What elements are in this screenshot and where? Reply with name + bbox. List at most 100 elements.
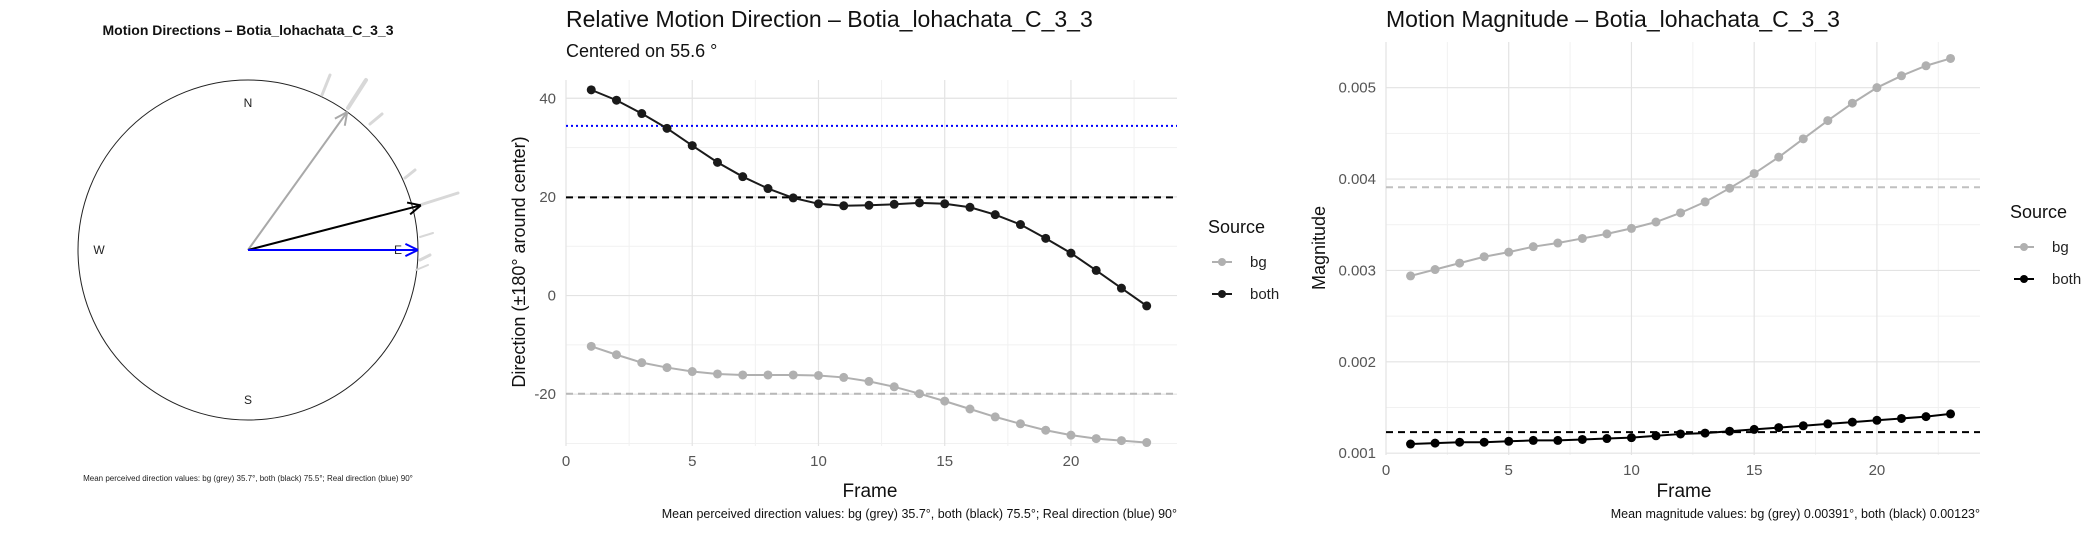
series-point-bg [1896, 71, 1906, 81]
series-point-both [839, 201, 849, 211]
magnitude-title: Motion Magnitude – Botia_lohachata_C_3_3 [1386, 6, 1840, 32]
series-point-both [1406, 439, 1416, 449]
series-point-bg [687, 367, 697, 377]
series-point-both [1430, 438, 1440, 448]
vector-real-head-0 [404, 249, 419, 257]
legend-both-marker [1218, 290, 1226, 298]
y-tick-label: 0.002 [1338, 354, 1376, 371]
magnitude-xlabel: Frame [1657, 481, 1712, 502]
y-tick-label: 0.004 [1338, 171, 1376, 188]
series-point-both [662, 123, 672, 133]
series-point-both [611, 95, 621, 105]
legend-both-label: both [1250, 286, 1279, 303]
series-point-bg [914, 389, 924, 399]
direction-vectors [247, 111, 422, 257]
series-point-bg [1041, 425, 1051, 435]
vector-real-head-1 [404, 243, 419, 251]
x-tick-label: 5 [1505, 462, 1513, 479]
x-tick-label: 10 [1623, 462, 1640, 479]
y-tick-label: 40 [539, 90, 556, 107]
series-point-bg [1749, 169, 1759, 179]
series-point-both [1823, 419, 1833, 429]
series-point-bg [1577, 233, 1587, 243]
vector-bg [247, 111, 349, 251]
x-tick-label: 20 [1869, 462, 1886, 479]
series-point-bg [1528, 242, 1538, 252]
y-tick-label: -20 [534, 386, 556, 403]
direction-legend-title: Source [1208, 217, 1265, 237]
series-point-bg [1479, 252, 1489, 262]
x-tick-label: 20 [1063, 453, 1080, 470]
series-point-bg [1676, 208, 1686, 218]
legend-bg-label: bg [2052, 239, 2069, 256]
series-point-both [1725, 426, 1735, 436]
magnitude-legend-title: Source [2010, 202, 2067, 222]
series-point-both [788, 193, 798, 203]
series-line-bg [1410, 57, 1951, 277]
series-point-both [1946, 409, 1956, 419]
polar-footnote: Mean perceived direction values: bg (gre… [83, 474, 413, 483]
series-point-bg [586, 341, 596, 351]
series-point-bg [1455, 258, 1465, 268]
y-tick-label: 0.005 [1338, 80, 1376, 97]
series-point-bg [637, 358, 647, 368]
compass-w: W [93, 243, 105, 257]
series-point-bg [1091, 434, 1101, 444]
series-point-both [1142, 301, 1152, 311]
x-tick-label: 5 [688, 453, 696, 470]
series-point-bg [965, 404, 975, 414]
series-point-both [1116, 283, 1126, 293]
series-point-bg [1430, 265, 1440, 275]
magnitude-footnote: Mean magnitude values: bg (grey) 0.00391… [1611, 507, 1980, 521]
series-point-bg [1921, 61, 1931, 71]
legend-bg-label: bg [1250, 254, 1267, 271]
series-point-both [965, 202, 975, 212]
series-point-both [889, 199, 899, 209]
series-point-bg [1823, 116, 1833, 126]
compass-s: S [244, 393, 252, 407]
direction-title: Relative Motion Direction – Botia_lohach… [566, 6, 1093, 32]
magnitude-ylabel: Magnitude [1309, 206, 1329, 290]
series-point-both [763, 184, 773, 194]
x-tick-label: 10 [810, 453, 827, 470]
legend-both-marker [2020, 275, 2028, 283]
magnitude-panel: Motion Magnitude – Botia_lohachata_C_3_3… [1309, 6, 2081, 521]
series-point-both [990, 210, 1000, 220]
x-tick-label: 0 [562, 453, 570, 470]
legend-bg-marker [2020, 243, 2028, 251]
x-tick-label: 15 [1746, 462, 1763, 479]
series-point-both [940, 199, 950, 209]
series-point-bg [1504, 247, 1514, 257]
series-point-bg [1015, 419, 1025, 429]
series-point-bg [662, 363, 672, 373]
series-point-bg [990, 412, 1000, 422]
vector-bg-head-1 [334, 111, 348, 120]
series-point-both [1091, 265, 1101, 275]
x-tick-label: 0 [1382, 462, 1390, 479]
series-point-both [1528, 435, 1538, 445]
series-point-bg [788, 370, 798, 380]
series-point-bg [1406, 271, 1416, 281]
series-point-bg [940, 396, 950, 406]
series-line-both [1410, 412, 1951, 446]
magnitude-plot-area: 0 5 10 15 20 0.001 0.002 0.003 0.004 0.005 [1338, 42, 1980, 479]
vector-both [247, 204, 422, 251]
compass-n: N [244, 96, 253, 110]
series-point-both [1602, 434, 1612, 444]
x-tick-label: 15 [936, 453, 953, 470]
series-point-bg [1700, 197, 1710, 207]
series-point-both [586, 85, 596, 95]
series-point-bg [1553, 238, 1563, 248]
series-point-bg [712, 369, 722, 379]
series-point-bg [1651, 217, 1661, 227]
series-point-bg [864, 376, 874, 386]
series-point-bg [1116, 436, 1126, 446]
series-point-both [1577, 434, 1587, 444]
series-point-both [1872, 415, 1882, 425]
direction-ylabel: Direction (±180° around center) [509, 136, 529, 387]
series-point-bg [813, 370, 823, 380]
series-point-both [1626, 433, 1636, 443]
series-point-both [1896, 413, 1906, 423]
series-point-both [1015, 220, 1025, 230]
y-tick-label: 20 [539, 189, 556, 206]
